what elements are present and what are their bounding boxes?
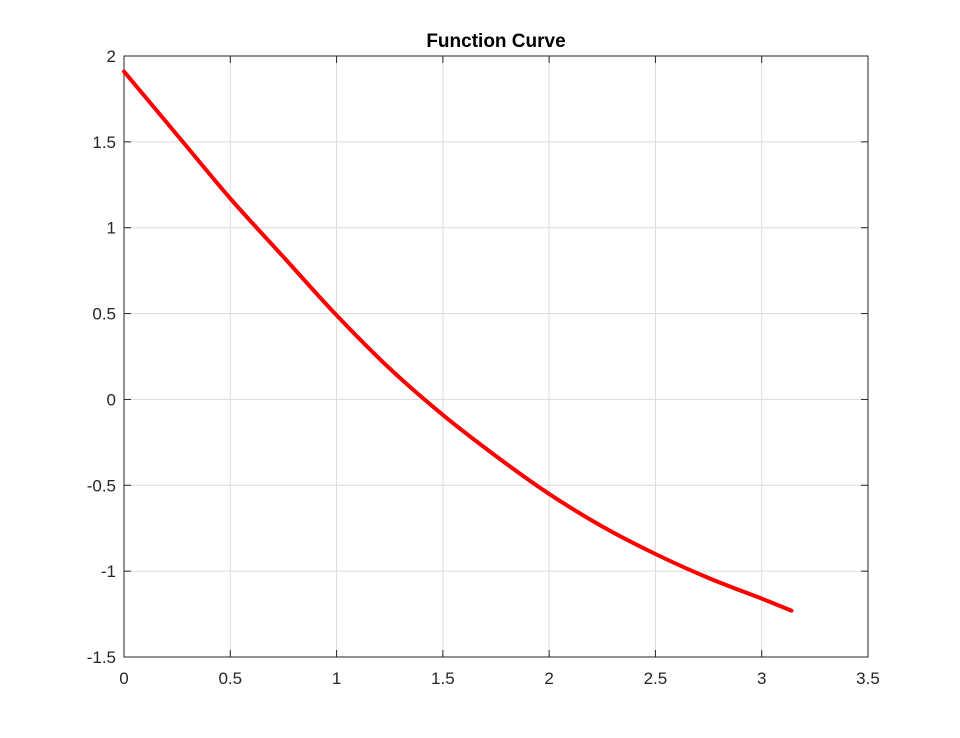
- tick-marks: [123, 55, 869, 658]
- x-tick-label: 3.5: [856, 669, 880, 688]
- x-tick-label: 0.5: [218, 669, 242, 688]
- x-tick-label: 2: [544, 669, 553, 688]
- grid-lines: [123, 55, 869, 658]
- chart-title: Function Curve: [426, 31, 565, 52]
- series-line-0: [122, 69, 794, 613]
- x-tick-label: 1: [332, 669, 341, 688]
- series-layer: [122, 69, 794, 613]
- tick-labels: 0 0.5 1 1.5 2 2.5 3 3.5 -1.5 -1 -0.5 0 0.5 1 1.5 2: [87, 47, 880, 688]
- y-tick-label: 0: [107, 390, 116, 409]
- y-tick-label: 2: [107, 47, 116, 66]
- y-tick-label: -1.5: [87, 648, 116, 667]
- y-tick-label: -1: [101, 562, 116, 581]
- x-tick-label: 0: [119, 669, 128, 688]
- x-tick-label: 1.5: [431, 669, 455, 688]
- y-tick-label: 1: [107, 219, 116, 238]
- axes-box: [123, 55, 869, 658]
- y-tick-label: -0.5: [87, 476, 116, 495]
- y-tick-label: 0.5: [92, 305, 116, 324]
- x-tick-label: 3: [757, 669, 766, 688]
- x-tick-label: 2.5: [644, 669, 668, 688]
- y-tick-label: 1.5: [92, 133, 116, 152]
